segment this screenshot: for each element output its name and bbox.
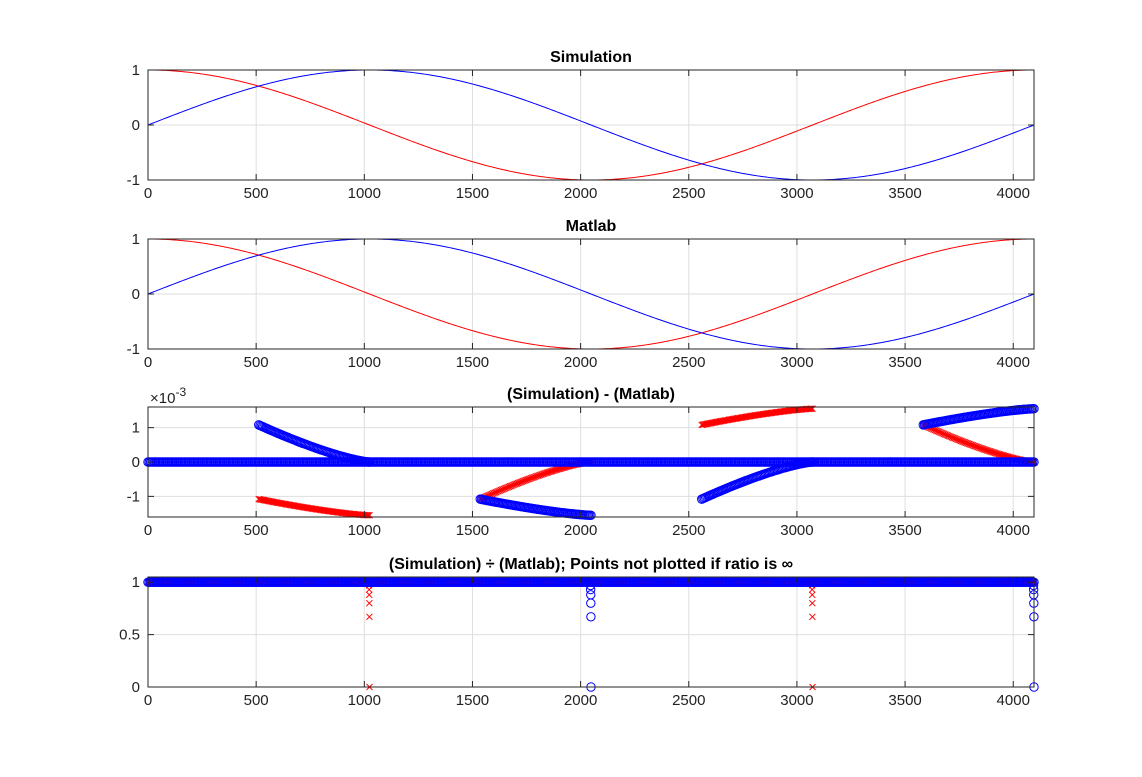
x-tick-label: 1000	[348, 522, 381, 539]
y-tick-label: 0	[132, 454, 140, 471]
x-tick-label: 1000	[348, 354, 381, 371]
y-tick-label: -1	[127, 172, 140, 189]
x-tick-label: 3500	[888, 185, 921, 202]
x-tick-label: 500	[244, 185, 269, 202]
chart-title: Simulation	[550, 49, 632, 66]
x-tick-label: 4000	[997, 522, 1030, 539]
x-tick-label: 500	[244, 354, 269, 371]
x-tick-label: 1500	[456, 354, 489, 371]
y-tick-label: -1	[127, 488, 140, 505]
y-tick-label: 1	[132, 62, 140, 79]
x-tick-label: 1500	[456, 522, 489, 539]
x-tick-label: 0	[144, 354, 152, 371]
x-tick-label: 0	[144, 185, 152, 202]
chart-title: (Simulation) - (Matlab)	[507, 386, 675, 403]
x-tick-label: 3500	[888, 354, 921, 371]
y-tick-label: 1	[132, 231, 140, 248]
x-tick-label: 2000	[564, 354, 597, 371]
x-tick-label: 1000	[348, 185, 381, 202]
y-tick-label: 1	[132, 420, 140, 437]
y-exponent-label: ×10-3	[150, 385, 186, 407]
x-tick-label: 3500	[888, 522, 921, 539]
exponent-power: -3	[175, 385, 186, 399]
x-tick-label: 4000	[997, 185, 1030, 202]
x-tick-label: 3000	[780, 522, 813, 539]
exponent-base: ×10	[150, 390, 175, 407]
x-tick-label: 3000	[780, 354, 813, 371]
x-tick-label: 1500	[456, 185, 489, 202]
chart-title: Matlab	[566, 218, 617, 235]
x-tick-label: 2500	[672, 185, 705, 202]
x-tick-label: 500	[244, 522, 269, 539]
x-tick-label: 4000	[997, 354, 1030, 371]
y-tick-label: 0	[132, 117, 140, 134]
y-tick-label: 0	[132, 286, 140, 303]
x-tick-label: 2500	[672, 522, 705, 539]
x-tick-label: 2500	[672, 354, 705, 371]
x-tick-label: 2000	[564, 185, 597, 202]
x-tick-label: 2000	[564, 522, 597, 539]
y-tick-label: -1	[127, 341, 140, 358]
x-tick-label: 3000	[780, 185, 813, 202]
x-tick-label: 0	[144, 522, 152, 539]
